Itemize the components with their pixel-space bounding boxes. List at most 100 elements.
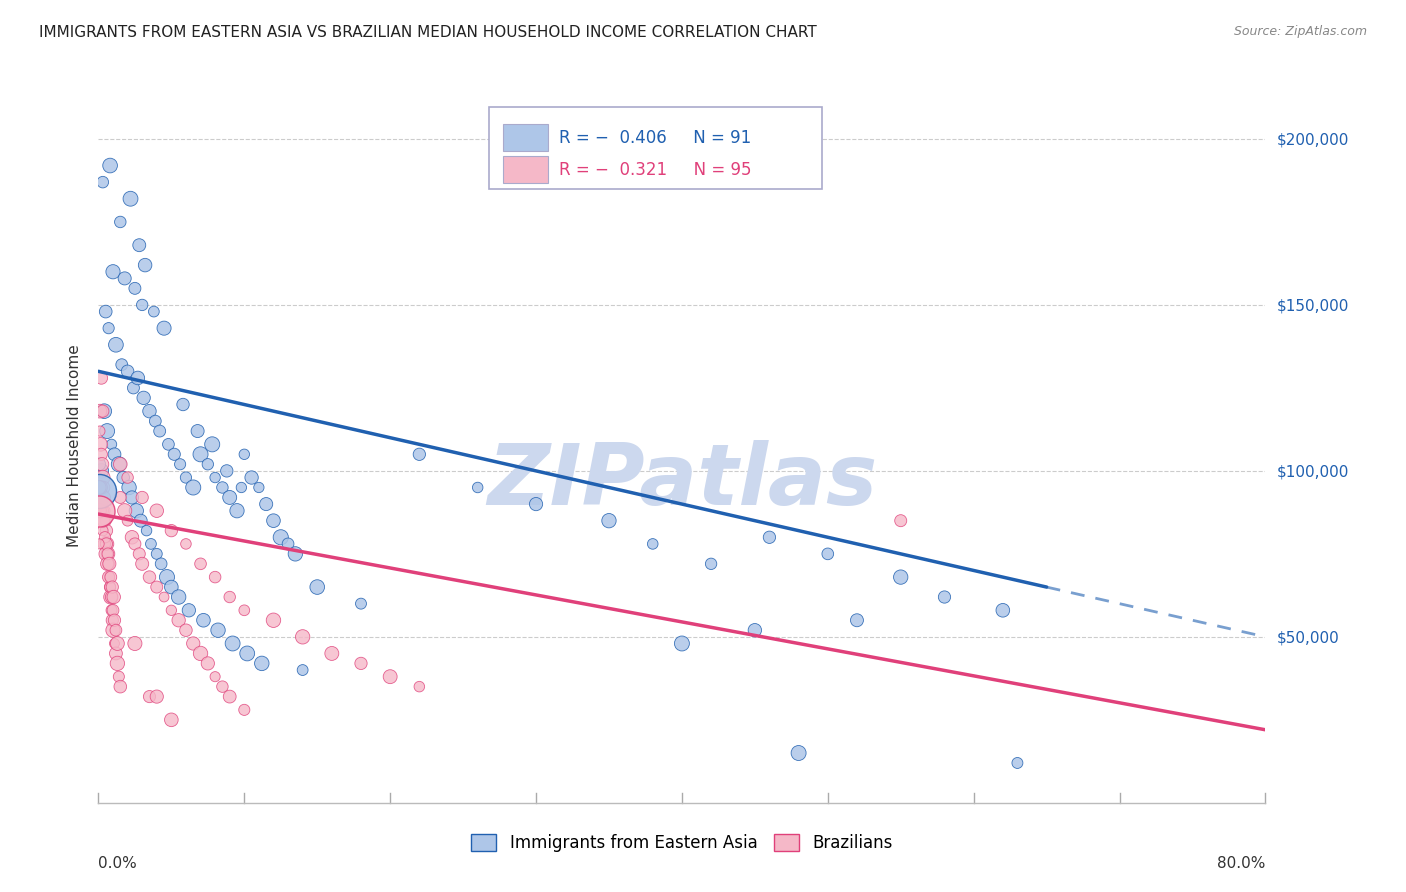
Point (254, 497, 277, 511)
Point (204, 570, 226, 584)
Point (350, 597, 373, 611)
Point (89, 537, 111, 551)
Point (112, 470, 135, 484)
Point (104, 647, 127, 661)
Y-axis label: Median Household Income: Median Household Income (66, 344, 82, 548)
Point (598, 514, 620, 528)
Point (138, 690, 160, 704)
Point (218, 690, 240, 704)
Text: 80.0%: 80.0% (1218, 856, 1265, 871)
Point (671, 636, 693, 650)
Point (100, 590, 122, 604)
Point (94, 504, 117, 518)
Point (121, 491, 143, 505)
FancyBboxPatch shape (489, 107, 823, 189)
Point (94, 514, 117, 528)
Point (307, 580, 329, 594)
Point (218, 491, 240, 505)
Point (201, 437, 224, 451)
Point (117, 470, 139, 484)
Point (160, 580, 183, 594)
Point (129, 514, 152, 528)
Point (138, 570, 160, 584)
Point (101, 580, 124, 594)
Point (146, 580, 169, 594)
Point (321, 647, 343, 661)
Point (124, 281, 146, 295)
Point (96, 424, 118, 438)
Point (98, 580, 121, 594)
Point (138, 404, 160, 418)
Point (89, 457, 111, 471)
Point (233, 447, 256, 461)
Point (890, 514, 912, 528)
Point (150, 557, 173, 571)
Point (146, 504, 169, 518)
Point (204, 670, 226, 684)
Point (846, 613, 869, 627)
Point (263, 613, 285, 627)
Point (118, 481, 141, 495)
Point (96, 537, 118, 551)
Point (167, 590, 190, 604)
Point (177, 603, 200, 617)
Point (91, 404, 114, 418)
Point (89, 483, 111, 498)
Point (215, 464, 238, 478)
Point (160, 713, 183, 727)
Bar (503, 124, 548, 152)
Text: R = − 0.406   N = 91: R = − 0.406 N = 91 (560, 128, 752, 146)
Point (641, 537, 664, 551)
Point (94, 304, 117, 318)
Point (101, 613, 124, 627)
Point (110, 680, 132, 694)
Point (98, 580, 121, 594)
Point (350, 657, 373, 671)
Text: 0.0%: 0.0% (98, 856, 138, 871)
Point (190, 647, 212, 661)
Point (131, 557, 153, 571)
Point (174, 537, 197, 551)
Point (153, 321, 176, 335)
Point (172, 397, 194, 411)
Point (157, 437, 180, 451)
Point (250, 657, 273, 671)
Point (181, 636, 204, 650)
Point (104, 338, 127, 352)
Point (97, 321, 120, 335)
Point (108, 457, 131, 471)
Point (233, 703, 256, 717)
Point (291, 630, 314, 644)
Point (197, 457, 219, 471)
Point (93, 491, 115, 505)
Point (89, 424, 111, 438)
Point (90, 481, 112, 495)
Point (169, 457, 191, 471)
Point (380, 670, 402, 684)
Point (156, 570, 179, 584)
Point (100, 590, 122, 604)
Point (100, 570, 122, 584)
Point (991, 603, 1014, 617)
Point (124, 537, 146, 551)
Point (163, 447, 186, 461)
Point (110, 215, 132, 229)
Point (146, 547, 169, 561)
Point (98, 557, 121, 571)
Point (105, 636, 128, 650)
Point (167, 613, 190, 627)
Point (408, 680, 430, 694)
Point (94, 547, 117, 561)
Point (91, 524, 114, 538)
Point (197, 657, 219, 671)
Point (233, 603, 256, 617)
Point (89, 504, 111, 518)
Point (190, 557, 212, 571)
Point (104, 624, 127, 638)
Point (96, 524, 118, 538)
Point (408, 447, 430, 461)
Point (190, 447, 212, 461)
Point (98, 570, 121, 584)
Point (110, 491, 132, 505)
Point (174, 470, 197, 484)
